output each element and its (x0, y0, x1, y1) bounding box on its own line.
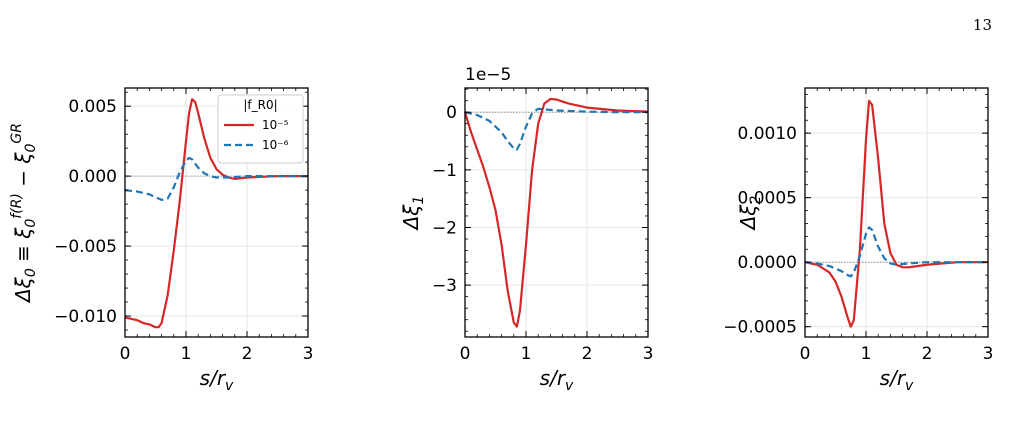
axes-frame (464, 87, 649, 338)
series-line-fr0-1e-6 (804, 226, 988, 278)
y-axis-label: Δξ0 ≡ ξ0f(R) − ξ0GR (9, 123, 39, 304)
panel-delta-xi2: 0 1 2 3 −0.0005 0.0000 0.0005 0.0010 s/rv Δξ2 (723, 87, 994, 394)
y-tick-label: 0.0000 (738, 253, 797, 273)
series-line-fr0-1e-5 (804, 99, 988, 328)
y-tick-label: −1 (432, 161, 457, 181)
series-line-fr0-1e-6 (124, 156, 308, 202)
x-tick-label: 1 (521, 344, 532, 364)
x-tick-label: 1 (861, 344, 872, 364)
x-tick-label: 0 (120, 344, 131, 364)
x-tick-label: 0 (800, 344, 811, 364)
x-axis-label: s/rv (540, 366, 574, 394)
page-number: 13 (972, 16, 992, 34)
legend-entry-label: 10⁻⁵ (262, 118, 289, 132)
x-tick-label: 2 (582, 344, 593, 364)
y-tick-label: 0 (446, 103, 457, 123)
y-offset-text: 1e−5 (465, 65, 511, 85)
y-tick-label: −2 (432, 218, 457, 238)
y-axis-label: Δξ1 (399, 196, 427, 232)
cropped-caption-strip (0, 418, 1014, 433)
y-axis-label: Δξ2 (736, 196, 764, 232)
y-tick-label: 0.0010 (738, 124, 797, 144)
series-line-fr0-1e-6 (464, 107, 648, 151)
x-tick-label: 0 (460, 344, 471, 364)
legend-title: |f_R0| (243, 98, 277, 112)
figure: 0 1 2 3 −0.010 −0.005 0.000 0.005 s/rv Δξ0 ≡ ξ0f(… (9, 65, 994, 394)
x-tick-label: 3 (643, 344, 654, 364)
panel-delta-xi1: 0 1 2 3 −3 −2 −1 0 s/rv Δξ1 1e−5 (399, 65, 653, 394)
x-tick-label: 2 (242, 344, 253, 364)
y-tick-label: 0.005 (68, 97, 117, 117)
y-tick-label: −0.0005 (723, 318, 797, 338)
x-axis-label: s/rv (200, 366, 234, 394)
y-tick-label: −3 (432, 276, 457, 296)
y-tick-label: −0.005 (54, 237, 117, 257)
y-tick-label: 0.0005 (738, 189, 797, 209)
y-tick-label: −0.010 (54, 307, 117, 327)
y-tick-label: 0.000 (68, 167, 117, 187)
axes-frame (124, 87, 309, 338)
axes-frame (804, 87, 989, 338)
x-tick-label: 1 (181, 344, 192, 364)
legend-entry-label: 10⁻⁶ (262, 138, 289, 152)
x-axis-label: s/rv (880, 366, 914, 394)
panel-delta-xi0: 0 1 2 3 −0.010 −0.005 0.000 0.005 s/rv Δξ0 ≡ ξ0f(… (9, 87, 314, 394)
x-tick-label: 2 (922, 344, 933, 364)
x-tick-label: 3 (303, 344, 314, 364)
series-line-fr0-1e-5 (463, 97, 649, 328)
x-tick-label: 3 (983, 344, 994, 364)
